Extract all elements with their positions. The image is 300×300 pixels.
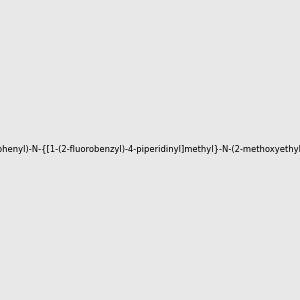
Text: 2-(2-chlorophenyl)-N-{[1-(2-fluorobenzyl)-4-piperidinyl]methyl}-N-(2-methoxyethy: 2-(2-chlorophenyl)-N-{[1-(2-fluorobenzyl… — [0, 146, 300, 154]
